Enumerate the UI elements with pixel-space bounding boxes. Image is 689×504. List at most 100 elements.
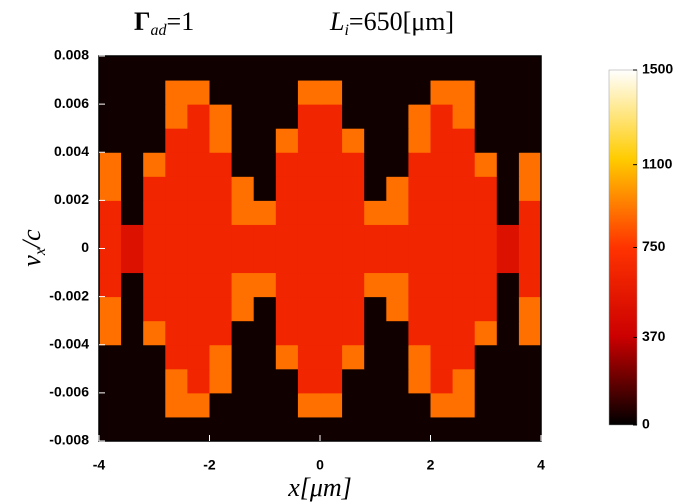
- heat-cell: [452, 152, 476, 177]
- heat-cell: [209, 296, 233, 322]
- heat-cell: [342, 392, 365, 418]
- y-tick-label: -0.002: [49, 287, 89, 303]
- heat-cell: [165, 344, 188, 370]
- heat-cell: [99, 56, 122, 81]
- colorbar-tick-label: 370: [642, 328, 666, 344]
- heat-cell: [231, 368, 255, 394]
- x-tick-label: 2: [427, 457, 435, 473]
- heat-cell: [320, 320, 343, 346]
- heat-cell: [320, 392, 343, 418]
- heat-cell: [518, 368, 542, 394]
- heat-cell: [275, 272, 299, 298]
- heat-cell: [430, 152, 454, 177]
- heat-cell: [474, 344, 498, 370]
- heat-cell: [496, 176, 520, 201]
- heat-cell: [209, 224, 233, 249]
- heat-cell: [342, 296, 365, 322]
- heat-cell: [209, 152, 233, 177]
- heat-cell: [386, 320, 409, 346]
- title-rest: =650[μm]: [349, 7, 454, 36]
- heat-cell: [496, 392, 520, 418]
- heat-cell: [143, 344, 166, 370]
- heat-cell: [187, 200, 210, 225]
- heat-cell: [518, 320, 542, 346]
- heat-cell: [320, 296, 343, 322]
- heat-cell: [320, 224, 343, 249]
- heat-cell: [143, 176, 166, 201]
- heat-cell: [518, 128, 542, 153]
- heat-cell: [231, 200, 255, 225]
- heat-cell: [99, 80, 122, 105]
- heat-cell: [342, 272, 365, 298]
- heat-cell: [99, 104, 122, 129]
- ylabel-sub: x: [32, 248, 49, 256]
- heat-cell: [275, 320, 299, 346]
- heat-cell: [474, 224, 498, 249]
- heat-cell: [408, 272, 431, 298]
- heat-cell: [518, 248, 542, 274]
- heat-cell: [386, 176, 409, 201]
- heat-cell: [474, 272, 498, 298]
- heat-cell: [99, 320, 122, 346]
- heat-cell: [121, 416, 144, 442]
- heat-cell: [297, 368, 321, 394]
- heat-cell: [143, 296, 166, 322]
- heat-cell: [231, 296, 255, 322]
- heat-cell: [143, 248, 166, 274]
- heat-cell: [143, 152, 166, 177]
- heat-cell: [408, 320, 431, 346]
- heat-cell: [320, 152, 343, 177]
- heat-cell: [99, 248, 122, 274]
- heat-cell: [231, 176, 255, 201]
- heat-cell: [165, 152, 188, 177]
- heat-cell: [121, 296, 144, 322]
- heat-cell: [165, 272, 188, 298]
- heat-cell: [320, 128, 343, 153]
- heat-cell: [342, 152, 365, 177]
- heat-cell: [342, 416, 365, 442]
- heat-cell: [496, 152, 520, 177]
- heat-cell: [187, 152, 210, 177]
- heat-cell: [297, 344, 321, 370]
- heat-cell: [297, 224, 321, 249]
- heat-cell: [430, 176, 454, 201]
- title-main: L: [329, 7, 344, 36]
- y-axis-label: vx/c: [17, 229, 49, 267]
- heat-cell: [474, 104, 498, 129]
- heat-cell: [209, 248, 233, 274]
- heat-cell: [342, 248, 365, 274]
- heat-cell: [209, 272, 233, 298]
- heat-cell: [496, 416, 520, 442]
- heat-cell: [452, 56, 476, 81]
- heat-cell: [364, 128, 387, 153]
- heat-cell: [452, 248, 476, 274]
- heat-cell: [320, 368, 343, 394]
- heat-cell: [386, 344, 409, 370]
- heat-cell: [253, 368, 277, 394]
- heat-cell: [187, 248, 210, 274]
- heat-cell: [364, 248, 387, 274]
- heat-cell: [496, 104, 520, 129]
- heat-cell: [165, 200, 188, 225]
- heat-cell: [187, 416, 210, 442]
- heat-cell: [342, 320, 365, 346]
- heat-cell: [342, 200, 365, 225]
- heat-cell: [430, 200, 454, 225]
- colorbar-tick-label: 0: [642, 416, 650, 432]
- heat-cell: [342, 368, 365, 394]
- heat-cell: [143, 392, 166, 418]
- heat-cell: [364, 368, 387, 394]
- colorbar-tick-label: 1500: [642, 61, 673, 77]
- heat-cell: [408, 80, 431, 105]
- heat-cell: [253, 224, 277, 249]
- heat-cell: [386, 248, 409, 274]
- heat-cell: [386, 296, 409, 322]
- heat-cell: [275, 80, 299, 105]
- heat-cell: [121, 56, 144, 81]
- heat-cell: [364, 80, 387, 105]
- y-tick-label: -0.008: [49, 432, 89, 448]
- heat-cell: [364, 200, 387, 225]
- heat-cell: [165, 104, 188, 129]
- heat-cell: [231, 272, 255, 298]
- heat-cell: [408, 392, 431, 418]
